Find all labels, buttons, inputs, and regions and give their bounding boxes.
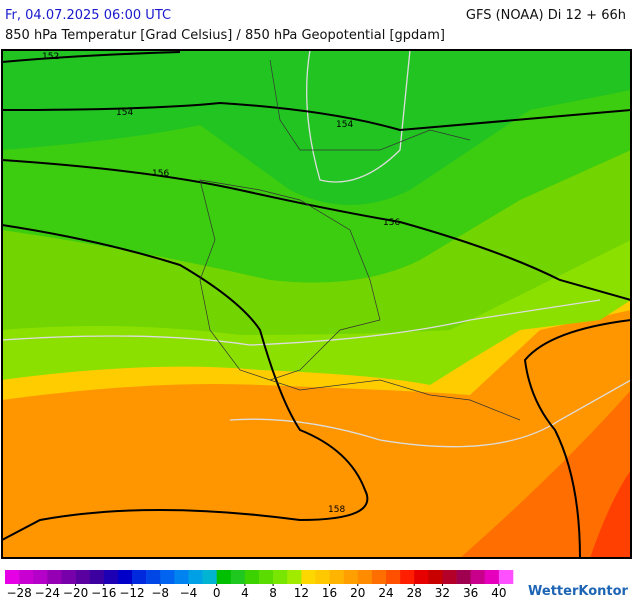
valid-time: Fr, 04.07.2025 06:00 UTC bbox=[5, 8, 171, 23]
isotherm bbox=[306, 50, 411, 183]
colorbar-swatch bbox=[47, 570, 62, 584]
colorbar-swatch bbox=[19, 570, 34, 584]
colorbar-swatch bbox=[146, 570, 161, 584]
contour-line bbox=[2, 224, 369, 541]
colorbar-swatch bbox=[5, 570, 20, 584]
colorbar-swatch bbox=[259, 570, 274, 584]
colorbar-swatch bbox=[89, 570, 105, 584]
colorbar-swatch bbox=[371, 570, 387, 584]
colorbar-swatch bbox=[400, 570, 415, 584]
colorbar-swatch bbox=[132, 570, 147, 584]
colorbar-swatch bbox=[329, 570, 344, 584]
contour-label: 152 bbox=[42, 52, 59, 62]
colorbar-swatch bbox=[470, 570, 486, 584]
colorbar-swatch bbox=[188, 570, 203, 584]
colorbar-tick-label: −4 bbox=[180, 586, 198, 600]
colorbar-tick-label: −12 bbox=[119, 586, 144, 600]
colorbar-swatch bbox=[386, 570, 401, 584]
colorbar-swatch bbox=[498, 570, 514, 584]
colorbar-tick-label: 28 bbox=[407, 586, 422, 600]
coast bbox=[269, 59, 471, 151]
map-frame bbox=[1, 49, 632, 559]
colorbar-tick-label: 16 bbox=[322, 586, 337, 600]
colorbar-tick-label: −20 bbox=[63, 586, 88, 600]
contour-label: 154 bbox=[116, 108, 133, 118]
colorbar-swatch bbox=[174, 570, 189, 584]
contour-line bbox=[2, 101, 631, 132]
colorbar-swatch bbox=[301, 570, 316, 584]
field-red bbox=[460, 390, 631, 558]
contour-line bbox=[2, 51, 181, 63]
isotherm bbox=[2, 299, 601, 346]
colorbar-tick-label: 8 bbox=[269, 586, 277, 600]
subtitle: 850 hPa Temperatur [Grad Celsius] / 850 … bbox=[5, 28, 445, 43]
colorbar-swatch bbox=[33, 570, 48, 584]
contour-label: 156 bbox=[152, 169, 169, 179]
colorbar-swatch bbox=[287, 570, 302, 584]
contour-label: 154 bbox=[336, 120, 353, 130]
colorbar-tick-label: −8 bbox=[151, 586, 169, 600]
colorbar-tick-label: −28 bbox=[6, 586, 31, 600]
border bbox=[269, 379, 521, 421]
colorbar-swatch bbox=[75, 570, 90, 584]
colorbar-swatch bbox=[202, 570, 217, 584]
field-red2 bbox=[590, 470, 631, 558]
colorbar-tick-label: −16 bbox=[91, 586, 116, 600]
contour-line bbox=[2, 159, 631, 301]
colorbar-swatch bbox=[230, 570, 246, 584]
model-run: GFS (NOAA) Di 12 + 66h bbox=[466, 8, 626, 23]
colorbar-swatch bbox=[315, 570, 330, 584]
brand: WetterKontor bbox=[528, 584, 629, 599]
colorbar-swatch bbox=[428, 570, 443, 584]
colorbar-swatch bbox=[216, 570, 232, 584]
map: 152 154 154 156 156 158 bbox=[1, 49, 632, 559]
contour-line bbox=[523, 319, 631, 558]
colorbar-tick-label: −24 bbox=[35, 586, 60, 600]
colorbar-swatch bbox=[484, 570, 500, 584]
colorbar-tick-label: 20 bbox=[350, 586, 365, 600]
colorbar-swatch bbox=[414, 570, 429, 584]
colorbar-tick-label: 12 bbox=[294, 586, 309, 600]
colorbar-tick-label: 40 bbox=[491, 586, 506, 600]
isotherm bbox=[229, 379, 631, 448]
colorbar-tick-label: 32 bbox=[435, 586, 450, 600]
colorbar-swatch bbox=[357, 570, 373, 584]
colorbar-swatch bbox=[160, 570, 175, 584]
contour-label: 158 bbox=[328, 505, 345, 515]
colorbar-swatch bbox=[442, 570, 457, 584]
colorbar-swatch bbox=[244, 570, 260, 584]
colorbar-swatch bbox=[273, 570, 288, 584]
colorbar-swatch bbox=[343, 570, 359, 584]
colorbar-tick-label: 36 bbox=[463, 586, 478, 600]
colorbar-swatch bbox=[117, 570, 133, 584]
colorbar-tick-label: 24 bbox=[378, 586, 393, 600]
colorbar-swatch bbox=[103, 570, 119, 584]
contour-label: 156 bbox=[383, 218, 400, 228]
colorbar-tick-label: 0 bbox=[213, 586, 221, 600]
field-green3 bbox=[2, 50, 631, 205]
colorbar-tick-label: 4 bbox=[241, 586, 249, 600]
colorbar: −28 −24 −20 −16 −12 −8 −4 0 4 8 12 16 20 24 28 32 36 40 bbox=[5, 570, 514, 600]
colorbar-swatch bbox=[456, 570, 471, 584]
border bbox=[199, 179, 381, 381]
colorbar-swatch bbox=[61, 570, 76, 584]
